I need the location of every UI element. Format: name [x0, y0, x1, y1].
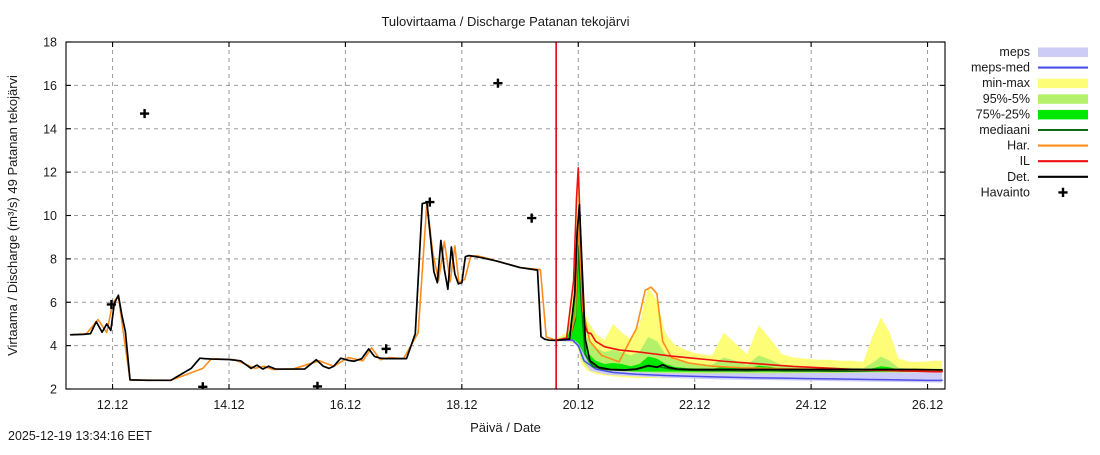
- x-tick-label: 26.12: [912, 398, 943, 412]
- legend-label-har-: Har.: [1007, 139, 1030, 153]
- legend-label-mediaani: mediaani: [979, 123, 1030, 137]
- legend-label-meps: meps: [999, 45, 1030, 59]
- legend-label-det-: Det.: [1007, 170, 1030, 184]
- y-tick-label: 18: [43, 36, 57, 50]
- x-axis: 12.12 14.12 16.12 18.12 20.12 22.12 24.12 26.12: [97, 42, 943, 412]
- x-tick-label: 16.12: [330, 398, 361, 412]
- gridlines: [66, 42, 945, 389]
- legend-swatch-marker: [1058, 187, 1068, 197]
- y-tick-label: 10: [43, 209, 57, 223]
- series-line-det-: [69, 201, 943, 382]
- legend-label-havainto: Havainto: [981, 185, 1030, 199]
- x-tick-label: 14.12: [213, 398, 244, 412]
- x-axis-title: Päivä / Date: [470, 420, 541, 435]
- y-axis-title: Virtaama / Discharge (m³/s) 49 Patanan t…: [5, 75, 20, 356]
- chart-title: Tulovirtaama / Discharge Patanan tekojär…: [381, 14, 629, 29]
- observation-markers: [106, 78, 537, 389]
- observation-marker: [493, 78, 503, 88]
- timestamp-label: 2025-12-19 13:34:16 EET: [8, 429, 152, 443]
- observation-marker: [381, 344, 391, 354]
- observation-marker: [198, 382, 208, 389]
- band-meps: [556, 339, 943, 383]
- observation-marker: [312, 381, 323, 389]
- legend-label-il: IL: [1020, 154, 1030, 168]
- observation-marker: [106, 299, 117, 310]
- y-tick-label: 4: [50, 339, 57, 353]
- y-tick-label: 14: [43, 122, 57, 136]
- y-tick-label: 12: [43, 166, 57, 180]
- observation-marker: [527, 213, 537, 223]
- y-tick-label: 16: [43, 79, 57, 93]
- x-tick-label: 12.12: [97, 398, 128, 412]
- legend-label-75--25-: 75%-25%: [976, 107, 1030, 121]
- legend-label-meps-med: meps-med: [971, 61, 1030, 75]
- series-line-meps-med: [555, 339, 943, 382]
- band-95%-5%: [556, 202, 943, 375]
- band-min-max: [556, 167, 943, 379]
- legend-label-min-max: min-max: [982, 76, 1031, 90]
- x-tick-label: 18.12: [446, 398, 477, 412]
- x-tick-label: 22.12: [679, 398, 710, 412]
- legend-label-95--5-: 95%-5%: [983, 92, 1030, 106]
- observation-marker: [425, 197, 435, 207]
- plot-area: [69, 42, 943, 389]
- legend-swatch-band: [1038, 47, 1088, 57]
- x-tick-label: 24.12: [795, 398, 826, 412]
- y-tick-label: 8: [50, 252, 57, 266]
- x-tick-label: 20.12: [563, 398, 594, 412]
- legend-swatch-band: [1038, 94, 1088, 104]
- y-tick-label: 6: [50, 296, 57, 310]
- y-axis: 2 4 6 8 10 12 14 16 18: [43, 36, 945, 397]
- legend-swatch-band: [1038, 109, 1088, 120]
- observation-marker: [139, 108, 150, 119]
- legend-swatch-band: [1038, 78, 1088, 89]
- y-tick-label: 2: [50, 383, 57, 397]
